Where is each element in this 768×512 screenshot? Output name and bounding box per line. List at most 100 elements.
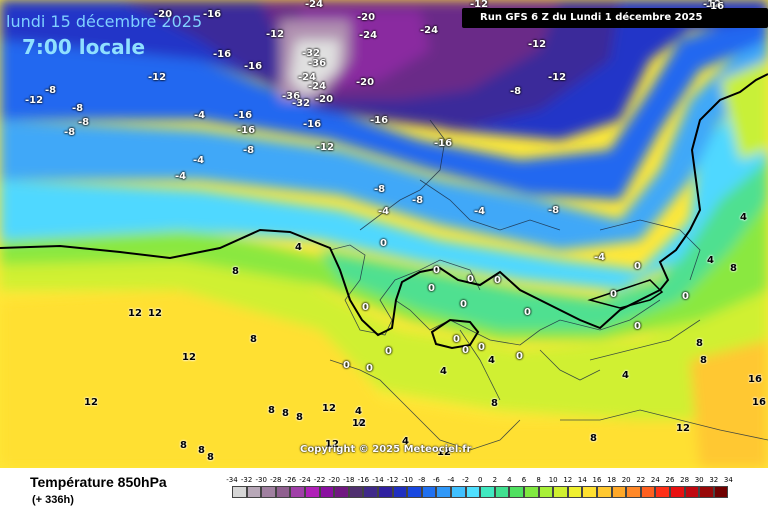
temperature-value-label: 12 [84,397,98,408]
scale-tick-label: 32 [709,476,719,484]
temperature-value-label: -4 [474,206,486,217]
temperature-value-label: -8 [243,145,255,156]
scale-color-swatch [275,486,291,498]
temperature-value-label: -8 [78,117,90,128]
local-time: 7:00 locale [22,35,146,59]
temperature-value-label: -24 [420,25,439,36]
scale-tick-label: 14 [577,476,587,484]
temperature-value-label: 0 [385,346,392,357]
forecast-date: lundi 15 décembre 2025 [6,12,203,31]
temperature-value-label: 4 [488,355,495,366]
scale-tick-label: 0 [477,476,483,484]
temperature-value-label: 4 [622,370,629,381]
temperature-value-label: -16 [244,61,263,72]
scale-color-swatch [421,486,437,498]
temperature-value-label: -12 [25,95,44,106]
scale-color-swatch [290,486,305,498]
temperature-value-label: -24 [308,81,327,92]
temperature-value-label: -8 [45,85,57,96]
model-run-text: Run GFS 6 Z du Lundi 1 décembre 2025 [480,12,703,23]
scale-tick-label: -34 [226,476,238,484]
scale-color-swatch [538,486,554,498]
scale-color-swatch [407,486,422,498]
copyright-notice: Copyright © 2025 Meteociel.fr [300,444,472,455]
temperature-value-label: 0 [467,274,474,285]
scale-tick-label: -20 [328,476,340,484]
scale-tick-label: 24 [650,476,660,484]
scale-color-swatch [494,486,510,498]
scale-tick-label: -10 [401,476,413,484]
temperature-value-label: -24 [305,0,324,10]
scale-color-swatch [553,486,568,498]
temperature-value-label: -4 [378,206,390,217]
scale-color-swatch [261,486,276,498]
temperature-value-label: 8 [268,405,275,416]
temperature-value-label: -24 [298,72,317,83]
scale-tick-label: 34 [723,476,733,484]
temperature-value-label: -16 [370,115,389,126]
scale-color-swatch [611,486,627,498]
temperature-value-label: 16 [748,374,762,385]
temperature-value-label: 4 [295,242,302,253]
temperature-value-label: 4 [707,255,714,266]
scale-tick-label: -6 [432,476,440,484]
temperature-value-label: -12 [548,72,567,83]
scale-color-swatch [392,486,408,498]
temperature-value-label: -12 [316,142,335,153]
temperature-value-label: 0 [433,265,440,276]
scale-tick-label: -24 [299,476,311,484]
temperature-value-label: 4 [358,418,365,429]
temperature-value-label: -16 [303,119,322,130]
temperature-value-label: 0 [610,289,617,300]
scale-color-swatch [670,486,685,498]
temperature-value-label: 0 [343,360,350,371]
temperature-value-label: -24 [359,30,378,41]
temperature-value-label: 12 [128,308,142,319]
temperature-value-label: 12 [437,447,451,458]
scale-tick-label: 28 [680,476,690,484]
temperature-value-label: 0 [366,363,373,374]
temperature-value-label: 8 [180,440,187,451]
temperature-value-label: 0 [462,345,469,356]
scale-tick-label: 10 [548,476,558,484]
temperature-value-label: 8 [232,266,239,277]
scale-tick-label: -12 [386,476,399,484]
temperature-value-label: -12 [528,39,547,50]
parameter-title: Température 850hPa [30,474,167,490]
scale-tick-label: 18 [607,476,617,484]
temperature-value-label: -4 [594,252,606,263]
temperature-value-label: 8 [730,263,737,274]
temperature-value-label: -4 [193,155,205,166]
scale-color-swatch [597,486,612,498]
scale-color-swatch [699,486,714,498]
scale-color-swatch [480,486,495,498]
scale-tick-label: 2 [492,476,498,484]
scale-color-swatch [334,486,349,498]
scale-tick-label: 8 [536,476,541,484]
temperature-value-label: 8 [296,412,303,423]
temperature-value-label: 0 [494,275,501,286]
temperature-value-label: -16 [237,125,256,136]
scale-color-swatch [319,486,335,498]
scale-tick-label: 20 [621,476,631,484]
temperature-value-label: 16 [752,397,766,408]
temperature-value-label: 0 [453,334,460,345]
temperature-value-label: 0 [634,321,641,332]
temperature-value-label: -16 [203,9,222,20]
scale-color-swatch [524,486,539,498]
model-run-banner: Run GFS 6 Z du Lundi 1 décembre 2025 [462,8,768,28]
temperature-value-label: 4 [402,436,409,447]
temperature-value-label: 8 [491,398,498,409]
scale-color-swatch [509,486,524,498]
scale-color-swatch [436,486,451,498]
scale-tick-label: 30 [694,476,704,484]
temperature-value-label: 12 [352,418,366,429]
temperature-value-label: -36 [282,91,301,102]
scale-tick-label: -18 [343,476,355,484]
temperature-value-label: 8 [696,338,703,349]
scale-color-swatch [363,486,378,498]
scale-tick-label: -28 [270,476,282,484]
scale-color-swatch [640,486,656,498]
scale-color-swatch [246,486,262,498]
scale-tick-label: 12 [563,476,573,484]
